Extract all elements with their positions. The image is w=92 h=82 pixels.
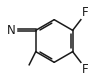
Text: F: F (82, 63, 89, 76)
Text: N: N (7, 24, 16, 37)
Text: F: F (82, 6, 89, 19)
